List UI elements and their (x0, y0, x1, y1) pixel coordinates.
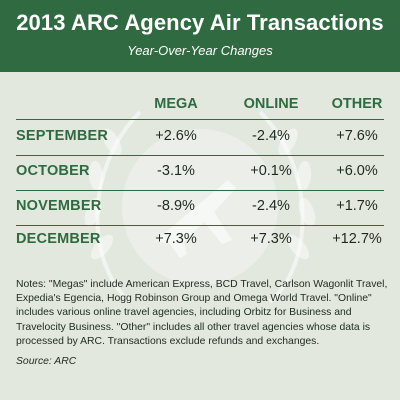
table-row-october: OCTOBER -3.1% +0.1% +6.0% (0, 163, 400, 185)
source-note: Source: ARC (16, 356, 77, 367)
table-row-september: SEPTEMBER +2.6% -2.4% +7.6% (0, 128, 400, 150)
cell-online: -2.4% (252, 128, 290, 144)
row-label: NOVEMBER (16, 198, 102, 214)
column-header-mega: MEGA (154, 96, 198, 112)
cell-online: +0.1% (250, 163, 292, 179)
table-divider (16, 190, 384, 191)
footnotes: Notes: "Megas" include American Express,… (16, 279, 388, 347)
table-divider (16, 225, 384, 226)
chart-title: 2013 ARC Agency Air Transactions (16, 10, 384, 35)
cell-other: +1.7% (336, 198, 378, 214)
table-row-december: DECEMBER +7.3% +7.3% +12.7% (0, 231, 400, 253)
data-table: MEGA ONLINE OTHER SEPTEMBER +2.6% -2.4% … (0, 72, 400, 258)
row-label: OCTOBER (16, 163, 90, 179)
cell-online: +7.3% (250, 231, 292, 247)
cell-mega: +2.6% (155, 128, 197, 144)
cell-mega: -8.9% (157, 198, 195, 214)
row-label: DECEMBER (16, 231, 101, 247)
header-banner: 2013 ARC Agency Air Transactions Year-Ov… (0, 0, 400, 72)
cell-online: -2.4% (252, 198, 290, 214)
row-label: SEPTEMBER (16, 128, 109, 144)
cell-other: +7.6% (336, 128, 378, 144)
cell-other: +12.7% (332, 231, 382, 247)
cell-mega: -3.1% (157, 163, 195, 179)
chart-subtitle: Year-Over-Year Changes (127, 43, 273, 58)
laurel-wreath-airplane-icon (84, 110, 316, 304)
cell-mega: +7.3% (155, 231, 197, 247)
column-header-online: ONLINE (243, 96, 299, 112)
table-divider (16, 155, 384, 156)
table-row-november: NOVEMBER -8.9% -2.4% +1.7% (0, 198, 400, 220)
cell-other: +6.0% (336, 163, 378, 179)
table-divider (16, 119, 384, 120)
column-header-other: OTHER (331, 96, 383, 112)
